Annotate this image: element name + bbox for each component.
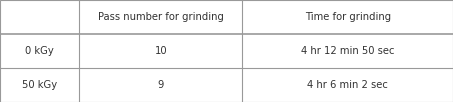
Text: 0 kGy: 0 kGy [25, 46, 54, 56]
Text: Time for grinding: Time for grinding [304, 12, 391, 22]
Text: Pass number for grinding: Pass number for grinding [98, 12, 224, 22]
Text: 4 hr 6 min 2 sec: 4 hr 6 min 2 sec [307, 80, 388, 90]
Text: 10: 10 [154, 46, 167, 56]
Text: 4 hr 12 min 50 sec: 4 hr 12 min 50 sec [301, 46, 395, 56]
Text: 50 kGy: 50 kGy [22, 80, 57, 90]
Text: 9: 9 [158, 80, 164, 90]
